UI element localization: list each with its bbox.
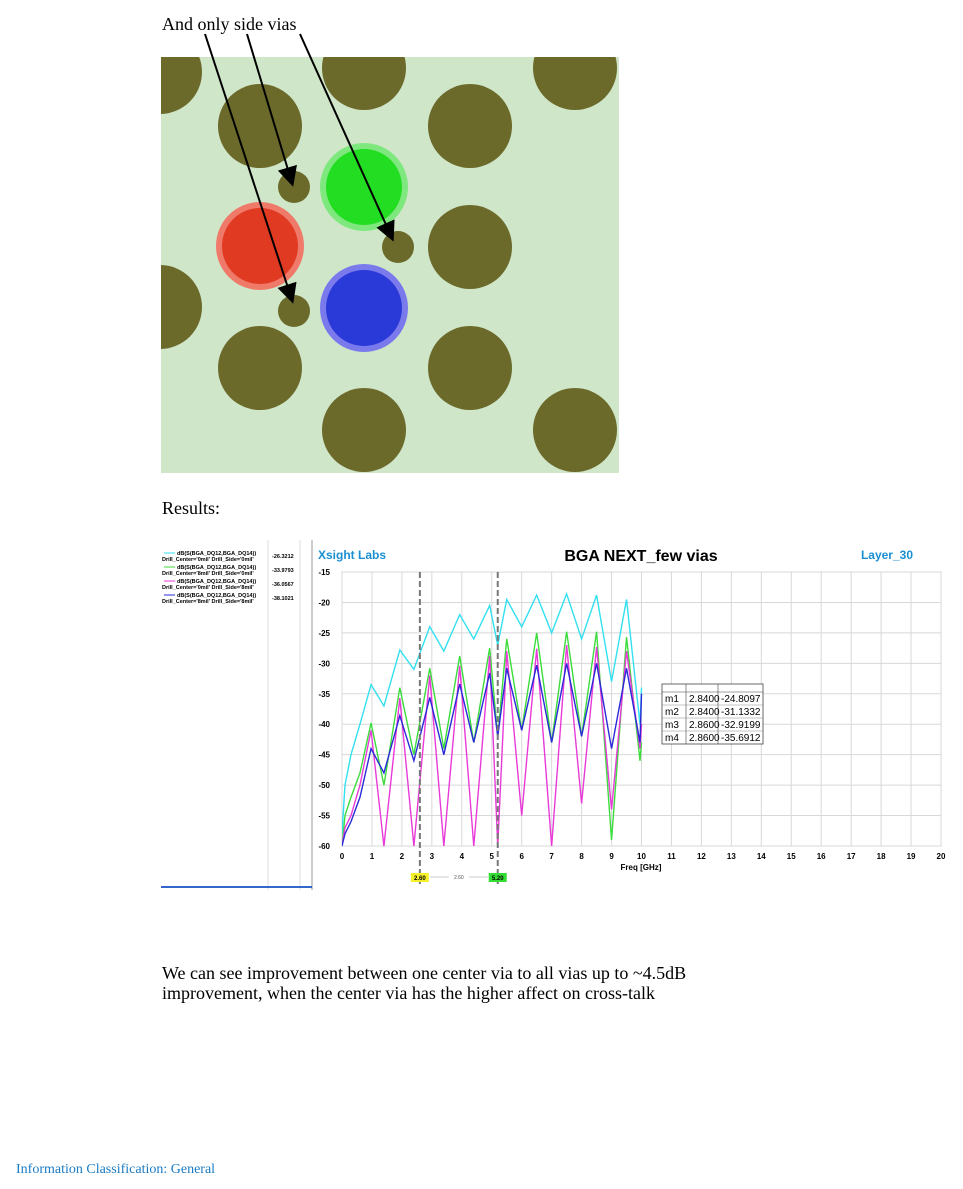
x-tick-label: 0: [340, 852, 345, 861]
marker-badge: [488, 873, 507, 882]
table-cell: m3: [665, 720, 679, 731]
table-cell: -24.8097: [721, 694, 761, 705]
legend-variant: Drill_Center='0mil' Drill_Side='8mil': [162, 585, 254, 591]
x-axis-label: Freq [GHz]: [621, 863, 662, 872]
x-tick-label: 6: [519, 852, 524, 861]
x-tick-label: 19: [907, 852, 916, 861]
table-cell: m2: [665, 707, 679, 718]
x-tick-label: 14: [757, 852, 766, 861]
x-tick-label: 4: [460, 852, 465, 861]
legend-variant: Drill_Center='8mil' Drill_Side='8mil': [162, 599, 254, 605]
y-tick-label: -15: [318, 568, 330, 577]
legend-value: -38.1021: [272, 596, 294, 602]
legend-name: dB(S(BGA_DQ12,BGA_DQ14)): [177, 593, 256, 599]
legend-variant: Drill_Center='8mil' Drill_Side='0mil': [162, 571, 254, 577]
marker-label: 5.20: [492, 876, 504, 882]
x-tick-label: 18: [877, 852, 886, 861]
x-tick-label: 1: [370, 852, 375, 861]
legend-value: -26.3212: [272, 554, 294, 560]
table-cell: m4: [665, 733, 679, 744]
chart-brand: Xsight Labs: [318, 548, 386, 562]
x-tick-label: 16: [817, 852, 826, 861]
x-tick-label: 8: [579, 852, 584, 861]
caption-top: And only side vias: [162, 14, 297, 34]
series-line: [342, 631, 643, 847]
x-tick-label: 20: [937, 852, 946, 861]
delta-label: 2.60: [454, 875, 464, 881]
x-tick-label: 10: [637, 852, 646, 861]
series-line: [342, 663, 643, 847]
y-tick-label: -55: [318, 812, 330, 821]
chart-layer: Layer_30: [861, 548, 913, 562]
y-tick-label: -25: [318, 629, 330, 638]
y-tick-label: -50: [318, 781, 330, 790]
x-tick-label: 7: [549, 852, 554, 861]
y-tick-label: -35: [318, 690, 330, 699]
legend-value: -33.9793: [272, 568, 294, 574]
y-tick-label: -20: [318, 598, 330, 607]
results-label: Results:: [162, 498, 220, 518]
x-tick-label: 5: [490, 852, 495, 861]
table-cell: 2.8400: [689, 694, 720, 705]
legend-name: dB(S(BGA_DQ12,BGA_DQ14)): [177, 551, 256, 557]
paragraph-line: We can see improvement between one cente…: [162, 963, 686, 983]
x-tick-label: 17: [847, 852, 856, 861]
marker-badge: [410, 873, 429, 882]
x-tick-label: 3: [430, 852, 435, 861]
table-cell: 2.8600: [689, 720, 720, 731]
table-cell: 2.8600: [689, 733, 720, 744]
y-tick-label: -30: [318, 659, 330, 668]
series-line: [342, 591, 643, 834]
legend-name: dB(S(BGA_DQ12,BGA_DQ14)): [177, 565, 256, 571]
table-cell: -35.6912: [721, 733, 761, 744]
chart-title: BGA NEXT_few vias: [564, 548, 717, 565]
legend-name: dB(S(BGA_DQ12,BGA_DQ14)): [177, 579, 256, 585]
via-diagram: [161, 57, 619, 473]
x-tick-label: 12: [697, 852, 706, 861]
curves: [342, 591, 643, 847]
legend-variant: Drill_Center='0mil' Drill_Side='0mil': [162, 557, 254, 563]
arrows: [204, 33, 395, 304]
x-tick-label: 13: [727, 852, 736, 861]
x-tick-label: 2: [400, 852, 405, 861]
table-cell: -31.1332: [721, 707, 761, 718]
paragraph-line: improvement, when the center via has the…: [162, 983, 655, 1003]
series-line: [342, 645, 643, 847]
overlay: dB(S(BGA_DQ12,BGA_DQ14))Drill_Center='0m…: [162, 551, 764, 886]
table-cell: m1: [665, 694, 679, 705]
table-cell: -32.9199: [721, 720, 761, 731]
table-cell: 2.8400: [689, 707, 720, 718]
x-tick-label: 11: [667, 852, 676, 861]
y-tick-label: -40: [318, 720, 330, 729]
chart-frame: [161, 540, 945, 890]
footer: Information Classification: General: [16, 1162, 215, 1177]
y-tick-label: -60: [318, 842, 330, 851]
y-tick-label: -45: [318, 751, 330, 760]
marker-table: [661, 683, 764, 745]
legend-value: -36.0567: [272, 582, 294, 588]
x-tick-label: 9: [609, 852, 614, 861]
marker-label: 2.60: [414, 876, 426, 882]
x-tick-label: 15: [787, 852, 796, 861]
